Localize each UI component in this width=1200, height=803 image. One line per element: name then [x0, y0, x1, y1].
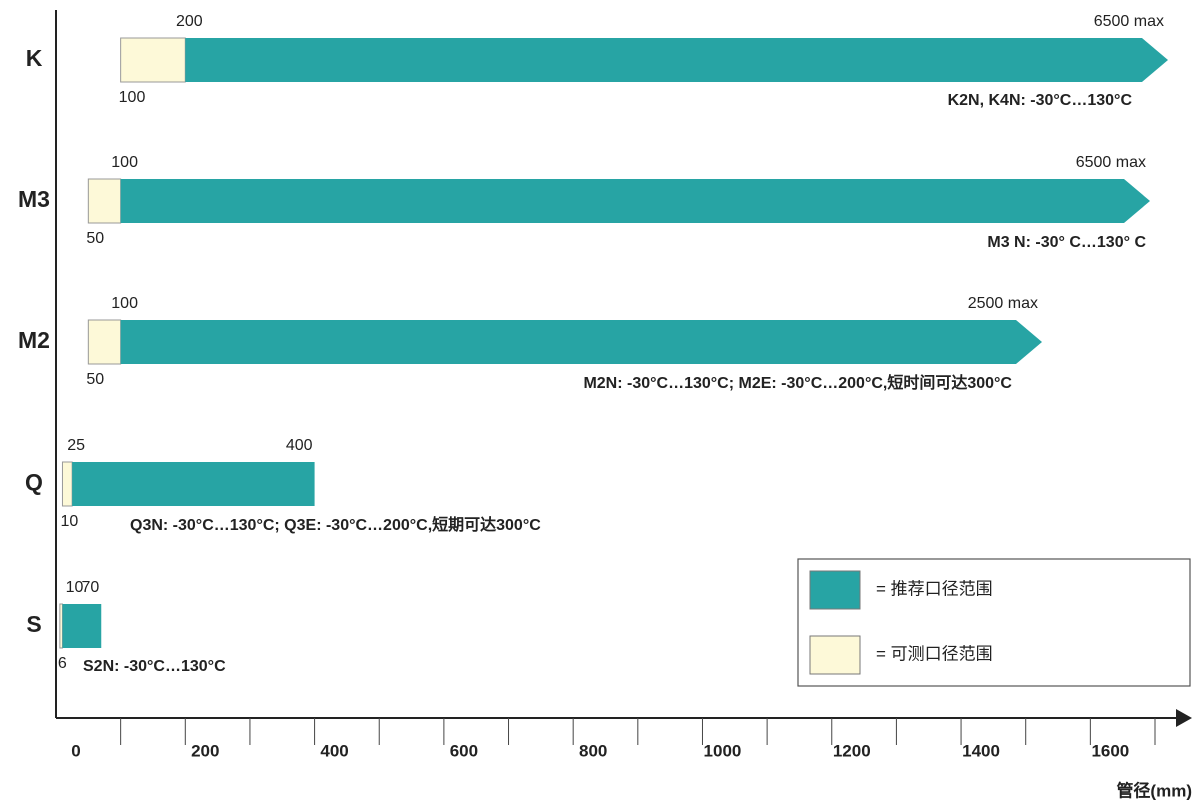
category-label: K — [26, 45, 43, 71]
from-label: 100 — [111, 295, 138, 312]
measurable-range — [120, 37, 186, 83]
note: M3 N: -30° C…130° C — [987, 234, 1146, 251]
min-label: 6 — [58, 655, 67, 672]
max-label: 6500 max — [1094, 13, 1164, 30]
category-label: Q — [25, 469, 43, 495]
x-tick-label: 600 — [450, 741, 478, 760]
measurable-range — [87, 178, 122, 224]
measurable-range — [61, 461, 73, 507]
max-label: 2500 max — [968, 295, 1038, 312]
from-label: 25 — [67, 437, 85, 454]
legend-box — [797, 558, 1191, 687]
x-tick-label: 0 — [71, 741, 80, 760]
note: S2N: -30°C…130°C — [83, 658, 226, 675]
recommended-range — [120, 320, 1043, 364]
recommended-range — [62, 604, 102, 648]
min-label: 50 — [86, 230, 104, 247]
max-label: 70 — [81, 579, 99, 596]
legend-label: = 可测口径范围 — [876, 644, 993, 663]
axis-arrow — [1176, 709, 1192, 727]
category-label: M2 — [18, 327, 50, 353]
category-label: M3 — [18, 186, 50, 212]
recommended-range — [72, 462, 315, 506]
x-tick-label: 400 — [320, 741, 348, 760]
x-tick-label: 1400 — [962, 741, 1000, 760]
recommended-range — [185, 38, 1168, 82]
note: K2N, K4N: -30°C…130°C — [948, 92, 1133, 109]
legend-swatch — [809, 635, 861, 675]
x-tick-label: 1200 — [833, 741, 871, 760]
from-label: 10 — [66, 579, 84, 596]
category-label: S — [26, 611, 41, 637]
x-tick-label: 1000 — [704, 741, 742, 760]
min-label: 50 — [86, 371, 104, 388]
min-label: 10 — [60, 513, 78, 530]
note: Q3N: -30°C…130°C; Q3E: -30°C…200°C,短期可达3… — [130, 515, 541, 534]
from-label: 100 — [111, 154, 138, 171]
legend-swatch — [809, 570, 861, 610]
x-axis-label: 管径(mm) — [1116, 780, 1192, 800]
from-label: 200 — [176, 13, 203, 30]
measurable-range — [87, 319, 122, 365]
legend-label: = 推荐口径范围 — [876, 579, 993, 598]
recommended-range — [120, 179, 1150, 223]
x-tick-label: 800 — [579, 741, 607, 760]
max-label: 400 — [286, 437, 313, 454]
max-label: 6500 max — [1076, 154, 1146, 171]
measurable-range — [59, 603, 63, 649]
x-tick-label: 1600 — [1091, 741, 1129, 760]
note: M2N: -30°C…130°C; M2E: -30°C…200°C,短时间可达… — [583, 373, 1012, 392]
min-label: 100 — [119, 89, 146, 106]
x-tick-label: 200 — [191, 741, 219, 760]
